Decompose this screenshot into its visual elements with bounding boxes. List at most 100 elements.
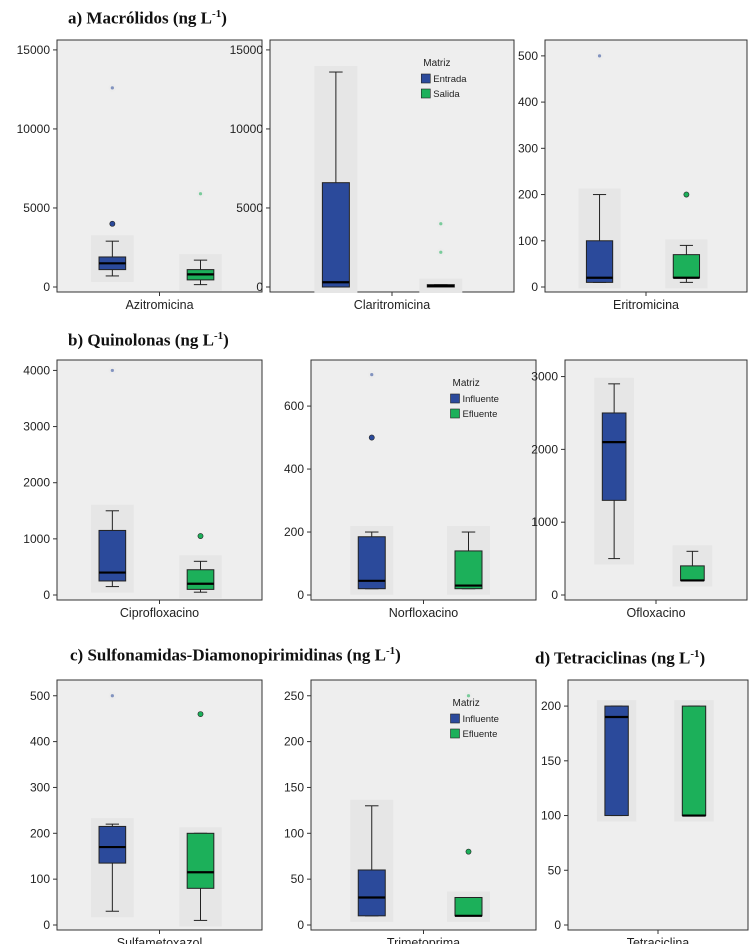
section-title-b: b) Quinolonas (ng L-1) [68,330,229,350]
y-tick-label: 150 [284,780,304,794]
y-tick-label: 100 [541,809,561,823]
x-axis-label: Norfloxacino [389,606,459,620]
box-group2 [674,700,714,822]
box-group2 [665,191,708,289]
box-group1 [350,370,394,595]
x-axis-label: Azitromicina [125,298,193,312]
iqr-box [454,550,483,590]
legend: Matriz Influente Efluente [450,378,499,420]
box-group1 [91,83,134,282]
legend-title: Matriz [453,698,480,709]
y-tick-label: 400 [284,462,304,476]
legend-item-label: Salida [433,89,460,100]
legend-item-label: Influente [463,714,499,725]
iqr-box [321,182,350,288]
extreme-point [439,250,443,254]
x-axis-label: Sulfametoxazol [117,936,202,944]
iqr-box [357,869,386,917]
legend-swatch [420,73,431,84]
legend-swatch [450,728,460,739]
iqr-box [186,832,215,889]
box-group2 [672,545,713,587]
y-tick-label: 400 [518,95,538,109]
legend-swatch [450,408,460,419]
plot-frame [564,359,748,601]
y-tick-label: 100 [284,826,304,840]
panel-ofloxacino: 0 1000 2000 3000 Ofloxacino [531,359,748,620]
legend-item-label: Influente [463,394,499,405]
legend: Matriz Entrada Salida [420,58,467,100]
outlier-point [197,711,204,717]
box-group2 [179,533,222,599]
iqr-box [186,569,215,590]
y-tick-label: 10000 [230,122,264,136]
y-tick-label: 1000 [531,515,558,529]
y-tick-label: 3000 [23,420,50,434]
box-group2 [179,189,222,291]
extreme-point [466,694,471,698]
iqr-box [585,240,614,283]
outlier-point [368,434,375,441]
iqr-box [681,705,707,817]
panel-claritromicina: 0 5000 10000 15000 Claritromicina Matriz Entra… [230,39,515,312]
plot-frame [310,359,537,601]
y-tick-label: 0 [297,918,304,932]
y-tick-label: 200 [30,826,50,840]
box-group1 [578,51,621,289]
y-tick-label: 0 [554,918,561,932]
y-tick-label: 100 [518,234,538,248]
iqr-box [672,254,701,279]
y-tick-label: 600 [284,399,304,413]
box-group1 [350,799,394,922]
legend-item-label: Efluente [463,409,498,420]
box-group1 [594,377,634,565]
extreme-point [597,54,602,58]
panel-ciprofloxacino: 0 1000 2000 3000 4000 Ciprofloxacino [23,359,263,620]
y-tick-label: 0 [43,918,50,932]
box-group2 [179,711,222,927]
legend: Matriz Influente Efluente [450,698,499,740]
y-tick-label: 100 [30,872,50,886]
y-tick-label: 300 [518,141,538,155]
box-group1 [596,700,637,822]
panel-tetraciclina: 0 50 100 150 200 Tetraciclina [541,679,749,944]
y-tick-label: 1000 [23,532,50,546]
legend-item-label: Entrada [433,74,467,85]
y-tick-label: 200 [284,525,304,539]
y-tick-label: 400 [30,735,50,749]
extreme-point [439,222,443,226]
plot-frame [310,679,537,931]
y-tick-label: 3000 [531,370,558,384]
x-axis-label: Trimetoprima [387,936,460,944]
box-group1 [314,66,358,293]
x-axis-label: Ofloxacino [626,606,685,620]
box-group2 [447,526,490,595]
y-tick-label: 5000 [236,201,263,215]
plot-frame [56,359,263,601]
extreme-point [198,192,203,196]
section-title-c: c) Sulfonamidas-Diamonopirimidinas (ng L… [70,645,401,665]
legend-swatch [450,393,460,404]
outlier-point [197,533,204,539]
y-tick-label: 0 [43,588,50,602]
x-axis-label: Ciprofloxacino [120,606,199,620]
plot-frame [56,39,263,293]
y-tick-label: 0 [43,280,50,294]
panel-eritromicina: 0 100 200 300 400 500 Eritromicina [518,39,748,312]
y-tick-label: 4000 [23,363,50,377]
y-tick-label: 500 [518,49,538,63]
plot-frame [567,679,749,931]
iqr-box [680,565,705,581]
y-tick-label: 250 [284,689,304,703]
y-tick-label: 200 [541,699,561,713]
legend-swatch [450,713,460,724]
box-group1 [91,366,134,593]
y-tick-label: 150 [541,754,561,768]
iqr-box [601,412,627,501]
iqr-box [604,705,629,817]
box-group2 [419,219,463,293]
plot-frame [269,39,515,293]
y-tick-label: 200 [518,188,538,202]
